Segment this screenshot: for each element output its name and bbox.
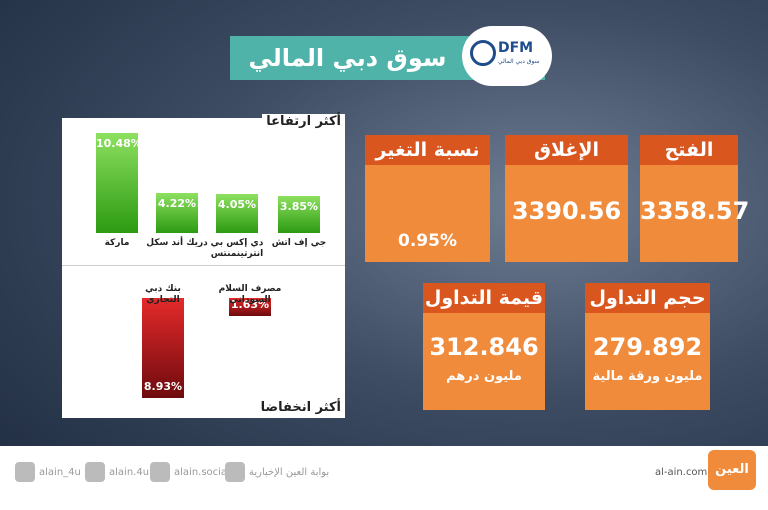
category-label: مصرف السلام السوداني [218, 284, 282, 305]
value-label: 3.85% [279, 200, 319, 214]
category-label: دريك أند سكل [146, 238, 208, 248]
card-value: 312.846 [423, 333, 545, 361]
footer [0, 446, 768, 510]
card-value: 0.95% [365, 231, 490, 251]
logo-icon [470, 40, 496, 66]
value-label: 10.48% [96, 137, 142, 150]
card-value: 3390.56 [505, 197, 628, 225]
chart-title: أكثر ارتفاعا [262, 114, 345, 129]
card-header: حجم التداول [585, 283, 710, 313]
card-body [585, 313, 710, 410]
card-header: الفتح [640, 135, 738, 165]
category-label: دي إكس بي انترتينمنتس [210, 238, 264, 259]
social-label: alain.social [174, 467, 230, 478]
card-header: الإغلاق [505, 135, 628, 165]
value-label: 8.93% [143, 380, 183, 393]
social-icon [150, 462, 170, 482]
card-header: قيمة التداول [423, 283, 545, 313]
bar [96, 133, 138, 233]
category-label: جي إف اتش [271, 238, 327, 248]
card-value: 279.892 [585, 333, 710, 361]
header-title: سوق دبي المالي [248, 44, 447, 72]
divider [62, 265, 345, 266]
category-label: ماركة [104, 238, 130, 248]
category-label: بنك دبي التجاري [145, 284, 181, 305]
bar [229, 298, 271, 317]
logo-sub: سوق دبي المالي [498, 58, 540, 65]
bar [142, 298, 184, 398]
social-label: alain_4u [39, 467, 81, 478]
value-label: 4.22% [157, 196, 197, 210]
social-label: بوابة العين الإخبارية [249, 467, 330, 478]
site-url: al-ain.com [655, 467, 708, 478]
chart-title: أكثر انخفاضا [256, 400, 345, 415]
bar [216, 194, 258, 233]
social-icon [225, 462, 245, 482]
card-unit: مليون ورقة مالية [585, 369, 710, 384]
card-unit: مليون درهم [423, 369, 545, 384]
card-header: نسبة التغير [365, 135, 490, 165]
social-icon [85, 462, 105, 482]
logo-text: DFM [498, 40, 534, 56]
value-label: 4.05% [217, 198, 257, 212]
brand-logo: العين [708, 450, 756, 490]
social-label: alain.4u [109, 467, 150, 478]
card-body [423, 313, 545, 410]
value-label: 1.63% [230, 298, 270, 312]
social-icon [15, 462, 35, 482]
card-value: 3358.57 [640, 197, 750, 225]
bar [156, 192, 198, 233]
bar [278, 196, 320, 233]
